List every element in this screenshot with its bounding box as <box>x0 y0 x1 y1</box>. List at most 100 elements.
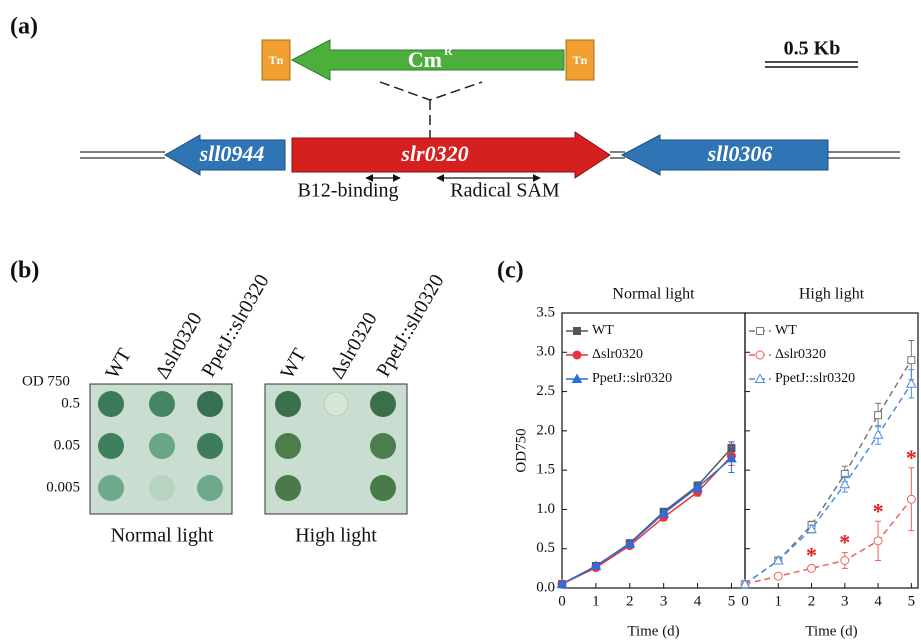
plate-title: High light <box>295 525 377 547</box>
marker <box>905 378 917 388</box>
legend-label: PpetJ::slr0320 <box>775 371 855 386</box>
marker <box>906 494 916 504</box>
marker <box>590 560 602 570</box>
legend-label: WT <box>775 323 797 338</box>
series-line <box>561 457 732 585</box>
insertion-lines <box>379 81 483 138</box>
chart-title: High light <box>799 286 865 303</box>
legend-marker <box>571 373 583 383</box>
marker <box>773 571 783 581</box>
legend-label: PpetJ::slr0320 <box>592 371 672 386</box>
gene-label: sll0944 <box>199 141 265 166</box>
plot-frame <box>744 312 919 589</box>
marker <box>772 554 784 565</box>
y-tick-label: 2.0 <box>536 422 555 438</box>
tn-box <box>565 39 595 81</box>
marker <box>839 478 851 489</box>
x-tick-label: 3 <box>841 593 849 609</box>
y-tick-label: 3.5 <box>536 304 555 320</box>
scale-bar <box>765 61 858 68</box>
legend-label: Δslr0320 <box>775 347 826 362</box>
significance-marker: * <box>839 530 850 555</box>
tn-label: Tn <box>573 53 588 67</box>
row-label: 0.5 <box>61 395 80 411</box>
x-tick-label: 5 <box>728 593 736 609</box>
series-line <box>744 498 912 585</box>
legend-label: Δslr0320 <box>592 347 643 362</box>
marker <box>658 507 670 518</box>
x-axis-label: Time (d) <box>627 623 679 639</box>
marker <box>624 538 636 548</box>
x-tick-label: 5 <box>908 593 916 609</box>
x-tick-label: 4 <box>694 593 702 609</box>
gene-label: slr0320 <box>400 141 468 166</box>
x-tick-label: 2 <box>808 593 816 609</box>
y-tick-label: 2.5 <box>536 383 555 399</box>
significance-marker: * <box>873 498 884 523</box>
legend-marker <box>573 327 581 335</box>
panel-label: (b) <box>10 258 39 284</box>
legend-marker <box>755 350 765 360</box>
plate-title: Normal light <box>111 525 214 547</box>
column-label: Δslr0320 <box>151 309 206 383</box>
column-label: WT <box>276 345 311 383</box>
plot-frame <box>561 312 746 589</box>
marker <box>873 536 883 546</box>
x-tick-label: 1 <box>775 593 783 609</box>
series-line <box>561 455 732 585</box>
x-tick-label: 3 <box>660 593 668 609</box>
spots <box>98 391 396 501</box>
domain-label: B12-binding <box>297 180 398 202</box>
legend-marker <box>756 327 764 335</box>
x-tick-label: 0 <box>741 593 749 609</box>
marker <box>692 481 703 492</box>
gene-arrow <box>291 131 611 179</box>
x-axis-label: Time (d) <box>805 623 857 639</box>
y-tick-label: 3.0 <box>536 344 555 360</box>
marker <box>807 563 817 573</box>
legend-label: WT <box>592 323 614 338</box>
series-line <box>561 447 733 585</box>
x-tick-label: 2 <box>626 593 634 609</box>
scale-bar-label: 0.5 Kb <box>784 38 841 60</box>
y-tick-label: 1.0 <box>536 501 555 517</box>
marker <box>556 578 568 589</box>
column-label: WT <box>101 345 136 383</box>
legend-marker <box>572 350 582 360</box>
y-tick-label: 0.5 <box>536 540 555 556</box>
column-label: PpetJ::slr0320 <box>197 271 273 381</box>
series-line <box>744 359 912 585</box>
tn-label: Tn <box>269 53 284 67</box>
panel-label: (c) <box>497 258 524 284</box>
gene-label: sll0306 <box>707 141 773 166</box>
row-header: OD 750 <box>22 373 70 389</box>
domain-label: Radical SAM <box>450 180 560 202</box>
row-label: 0.005 <box>46 479 80 495</box>
significance-marker: * <box>806 542 817 567</box>
x-tick-label: 1 <box>592 593 600 609</box>
marker <box>907 356 916 365</box>
marker <box>840 556 850 565</box>
y-axis-label: OD750 <box>513 428 529 472</box>
x-tick-label: 0 <box>558 593 566 609</box>
y-tick-label: 0.0 <box>536 579 555 595</box>
series-line <box>744 383 912 585</box>
marker <box>872 429 884 439</box>
backbone <box>80 151 900 159</box>
marker <box>806 523 817 534</box>
cassette-arrow <box>290 39 565 81</box>
column-label: Δslr0320 <box>326 309 381 383</box>
tn-box <box>261 39 291 81</box>
cassette-superscript: R <box>444 44 453 58</box>
x-tick-label: 4 <box>874 593 882 609</box>
cassette-label: Cm <box>408 47 442 72</box>
marker <box>739 578 751 589</box>
gene-arrow <box>620 134 829 176</box>
marker <box>726 452 737 463</box>
chart-title: Normal light <box>612 286 695 303</box>
legend-marker <box>754 373 766 383</box>
marker <box>874 411 883 420</box>
column-label: PpetJ::slr0320 <box>372 271 448 381</box>
panel-label: (a) <box>10 14 38 40</box>
